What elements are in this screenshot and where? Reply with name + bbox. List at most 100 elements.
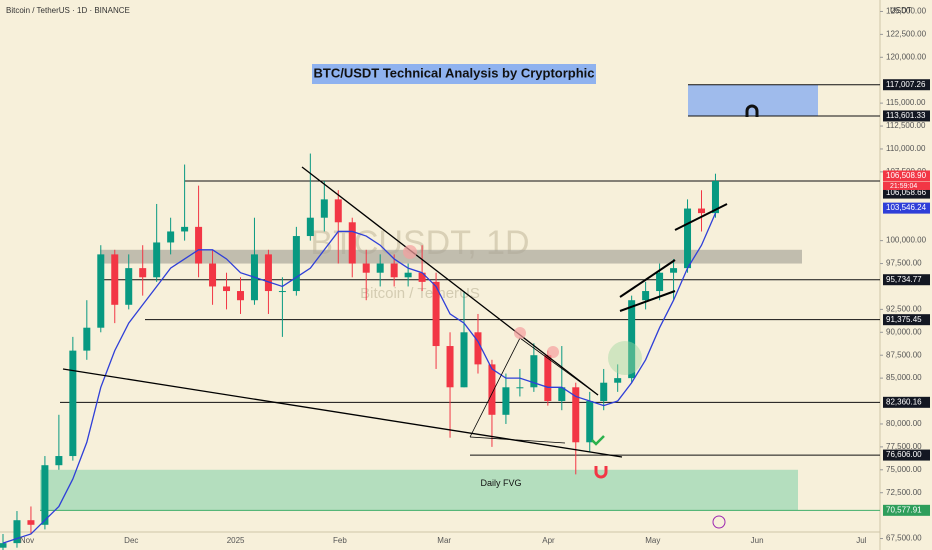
- title-bg: [312, 64, 596, 84]
- trendline: [301, 166, 599, 396]
- flag-line: [674, 203, 728, 231]
- level-label: 91,375.45: [886, 315, 922, 324]
- candle-body: [334, 199, 342, 223]
- level-label: 95,734.77: [886, 275, 922, 284]
- highlight: [403, 245, 417, 259]
- candle-body: [69, 350, 77, 457]
- y-tick-label: 112,500.00: [886, 121, 926, 130]
- candle-body: [125, 268, 133, 305]
- candle-body: [418, 272, 426, 282]
- event-icon: [712, 515, 726, 529]
- candle-body: [306, 217, 314, 237]
- y-tick-label: 110,000.00: [886, 144, 926, 153]
- candle-body: [27, 520, 35, 525]
- currency: USDT: [890, 6, 912, 15]
- highlight: [514, 327, 526, 339]
- level-label: 117,007.26: [886, 80, 926, 89]
- y-tick-label: 90,000.00: [886, 327, 922, 336]
- candle-body: [684, 208, 692, 269]
- level-label: 76,606.00: [886, 450, 922, 459]
- level-label-bg: [883, 396, 930, 408]
- candle-body: [41, 465, 49, 525]
- flag-line: [619, 259, 676, 298]
- countdown: 21:59:04: [890, 183, 917, 190]
- check-icon: [591, 435, 605, 446]
- y-tick-label: 97,500.00: [886, 259, 922, 268]
- level-label: 106,508.90: [886, 171, 927, 180]
- candle-body: [628, 300, 636, 379]
- zones: Daily FVG: [40, 84, 880, 511]
- watermark: Bitcoin / TetherUS: [360, 285, 480, 302]
- level-label: 70,577.91: [886, 505, 922, 514]
- y-tick-label: 115,000.00: [886, 98, 926, 107]
- candle-body: [0, 543, 7, 548]
- candle-body: [530, 355, 538, 388]
- candle-body: [390, 263, 398, 278]
- header: Bitcoin / TetherUS · 1D · BINANCE: [6, 6, 130, 15]
- y-tick-label: 67,500.00: [886, 534, 922, 543]
- trendlines: [62, 166, 728, 458]
- candle-body: [502, 387, 510, 415]
- candle-body: [432, 281, 440, 347]
- highlight: [547, 346, 559, 358]
- candle-body: [264, 254, 272, 292]
- magnet-icon: [594, 466, 608, 479]
- fvg-zone: [40, 469, 798, 511]
- candle-body: [460, 332, 468, 388]
- x-tick-label: 2025: [227, 536, 245, 545]
- level-label: 82,360.16: [886, 397, 922, 406]
- flag-line: [619, 290, 676, 312]
- y-tick-label: 85,000.00: [886, 373, 922, 382]
- candle-body: [292, 236, 300, 292]
- candle-body: [586, 401, 594, 443]
- candle-body: [13, 520, 21, 544]
- y-tick-label: 75,000.00: [886, 465, 922, 474]
- y-tick-label: 100,000.00: [886, 236, 927, 245]
- highlight: [608, 341, 642, 375]
- candle-body: [167, 231, 175, 243]
- candle-body: [278, 291, 286, 293]
- candle-body: [446, 346, 454, 388]
- plot: [0, 153, 719, 550]
- candle-body: [698, 208, 705, 214]
- x-tick-label: Feb: [333, 536, 347, 545]
- level-label-bg: [883, 314, 930, 326]
- candle-body: [488, 364, 496, 415]
- candle-body: [320, 199, 328, 218]
- candle-body: [404, 272, 412, 278]
- candle-body: [111, 254, 119, 305]
- candle-body: [670, 268, 678, 273]
- trendline: [62, 368, 623, 458]
- candle-body: [97, 254, 105, 328]
- level-label-bg: [883, 110, 930, 122]
- y-tick-label: 120,000.00: [886, 52, 927, 61]
- level-label: 103,546.24: [886, 203, 927, 212]
- candle-body: [516, 387, 524, 389]
- moving-average: [2, 212, 717, 544]
- level-label-bg: [883, 202, 930, 214]
- level-label-bg: [883, 504, 930, 516]
- fvg-label: Daily FVG: [480, 478, 521, 488]
- x-tick-label: Jul: [856, 536, 866, 545]
- y-tick-label: 92,500.00: [886, 304, 922, 313]
- candle-body: [181, 226, 189, 232]
- candle-body: [642, 291, 650, 301]
- x-tick-label: Dec: [124, 536, 138, 545]
- candle-body: [544, 355, 552, 402]
- candle-body: [55, 456, 63, 466]
- countdown-bg: [883, 181, 930, 190]
- level-label-bg: [883, 170, 930, 182]
- candle-body: [572, 387, 580, 443]
- x-tick-label: Apr: [542, 536, 555, 545]
- candle-body: [139, 268, 147, 278]
- level-label-bg: [883, 449, 930, 461]
- candle-body: [236, 291, 244, 301]
- level-label-bg: [883, 274, 930, 286]
- y-tick-label: 122,500.00: [886, 29, 927, 38]
- y-tick-label: 77,500.00: [886, 442, 922, 451]
- candle-body: [614, 378, 622, 383]
- candle-body: [474, 332, 482, 365]
- y-axis: 125,000.00 122,500.00 120,000.00 115,000.00…: [20, 7, 930, 545]
- x-tick-label: Nov: [20, 536, 34, 545]
